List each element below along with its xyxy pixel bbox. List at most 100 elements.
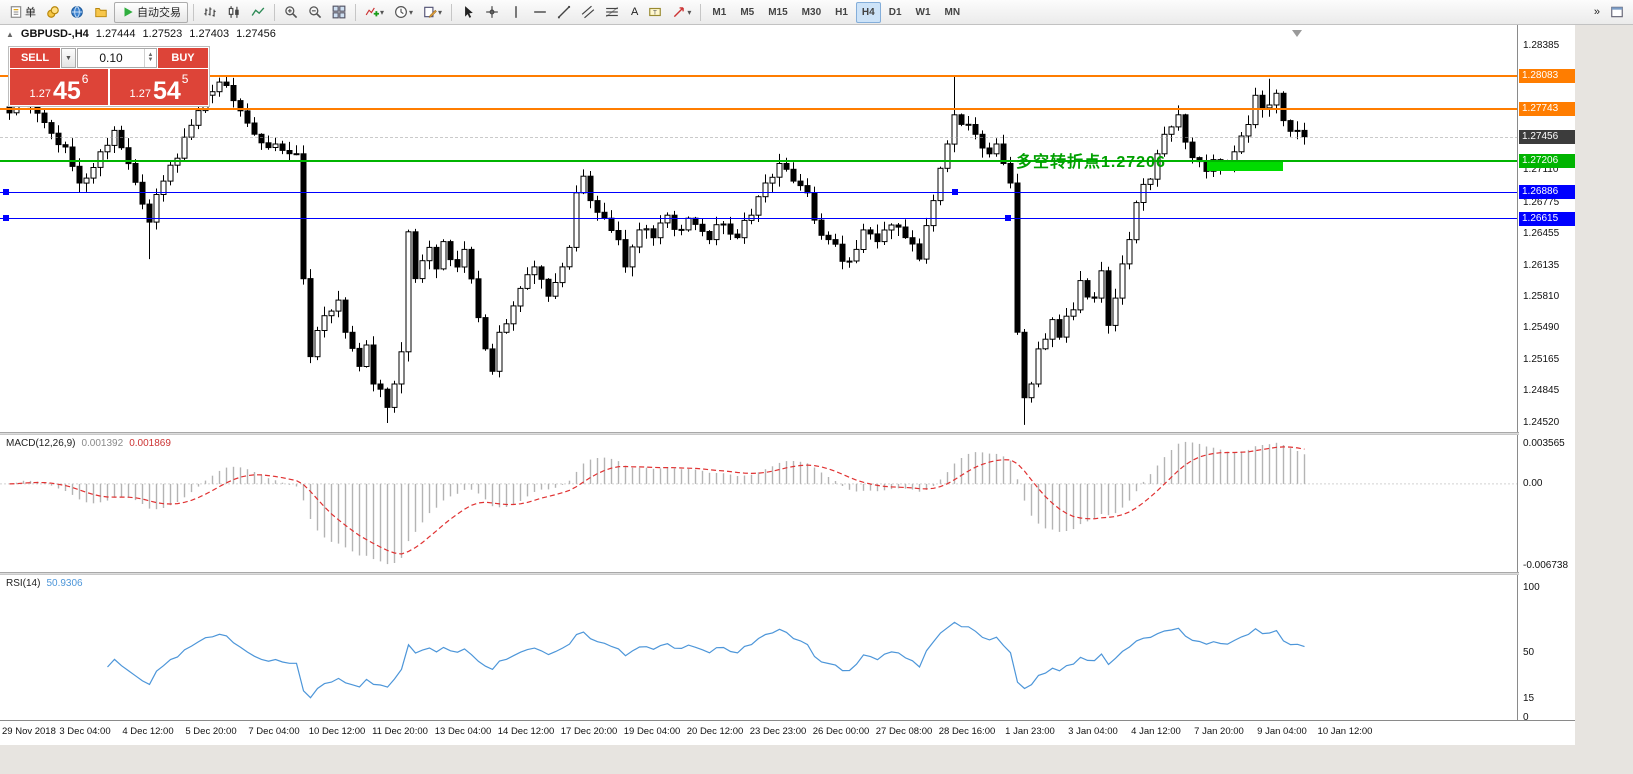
svg-text:T: T: [653, 9, 657, 16]
fibonacci-button[interactable]: [601, 2, 623, 23]
buy-button[interactable]: BUY: [158, 48, 208, 68]
lot-size-input[interactable]: 0.10 ▲ ▼: [77, 48, 157, 68]
templates-icon: [423, 5, 437, 19]
charts-icon-button[interactable]: [42, 2, 64, 23]
zoom-out-icon: [308, 5, 322, 19]
sell-price-pips: 45: [52, 77, 81, 105]
files-icon-icon: [94, 5, 108, 19]
vertical-line-button[interactable]: [505, 2, 527, 23]
macd-header: MACD(12,26,9) 0.001392 0.001869: [6, 438, 171, 449]
toolbar-separator: [451, 3, 453, 21]
buy-price-display[interactable]: 1.27 54 5: [110, 69, 208, 105]
candlestick-chart-icon: [227, 5, 241, 19]
text-button[interactable]: A: [625, 2, 642, 23]
trendline-button[interactable]: [553, 2, 575, 23]
date-axis-label: 4 Dec 12:00: [122, 726, 174, 737]
indicators-button[interactable]: ▾: [361, 2, 388, 23]
arrows-button[interactable]: ▾: [668, 2, 695, 23]
price-axis-label: 1.24520: [1523, 417, 1560, 428]
chevron-down-icon[interactable]: ▾: [438, 7, 443, 17]
hline-object-1-27743[interactable]: [0, 107, 1517, 110]
chart-shift-marker-icon[interactable]: [1292, 30, 1302, 37]
equidistant-channel-button[interactable]: [577, 2, 599, 23]
date-axis[interactable]: 29 Nov 2018 3 Dec 04:00 4 Dec 12:00 5 Dec 2…: [0, 720, 1575, 745]
chart-plot-area[interactable]: 多空转折点1.27206: [0, 25, 1518, 720]
bar-chart-button[interactable]: [199, 2, 221, 23]
cursor-button[interactable]: [457, 2, 479, 23]
price-tag-1-27743[interactable]: 1.27743: [1519, 101, 1575, 116]
timeframe-d1-button[interactable]: D1: [883, 2, 908, 23]
price-tag-1-27456[interactable]: 1.27456: [1519, 129, 1575, 144]
autotrading-button[interactable]: 自动交易: [114, 1, 188, 23]
oneclick-menu-button[interactable]: ▼: [61, 48, 76, 68]
ohlc-open: 1.27444: [95, 28, 136, 40]
timeframe-m1-button[interactable]: M1: [706, 2, 732, 23]
highlight-rectangle-object[interactable]: [1207, 162, 1283, 171]
lot-spinner[interactable]: ▲ ▼: [144, 49, 156, 67]
timeframe-m30-button[interactable]: M30: [796, 2, 827, 23]
price-axis[interactable]: 1.28385 1.27110 1.26775 1.26455 1.26135 1.258…: [1519, 25, 1575, 723]
line-handle[interactable]: [1005, 215, 1011, 222]
timeframe-h4-button[interactable]: H4: [855, 1, 881, 23]
line-chart-button[interactable]: [247, 2, 269, 23]
price-axis-label: 1.26775: [1523, 197, 1560, 208]
new-order-button[interactable]: 单: [5, 2, 40, 23]
timeframe-h1-button[interactable]: H1: [829, 2, 854, 23]
market-icon-button[interactable]: [66, 2, 88, 23]
price-axis-label: 1.24845: [1523, 385, 1560, 397]
text-label-button[interactable]: T: [644, 2, 666, 23]
price-tag-1-26615[interactable]: 1.26615: [1519, 211, 1575, 226]
chevron-down-icon[interactable]: ▾: [687, 7, 692, 17]
autotrading-button-label: 自动交易: [137, 7, 181, 19]
rsi-canvas[interactable]: [0, 575, 1518, 720]
main-chart-canvas[interactable]: [0, 25, 1518, 432]
date-axis-label: 14 Dec 12:00: [497, 726, 555, 737]
zoom-out-button[interactable]: [304, 2, 326, 23]
sell-button[interactable]: SELL: [10, 48, 60, 68]
timeframe-mn-button-label: MN: [944, 6, 961, 18]
tile-windows-button[interactable]: [328, 2, 350, 23]
collapse-arrow-icon[interactable]: ▲: [6, 29, 14, 39]
new-order-button-label: 单: [25, 7, 36, 19]
macd-canvas[interactable]: [0, 435, 1518, 572]
chevron-down-icon: ▼: [65, 54, 72, 62]
chart-window-button[interactable]: [1606, 2, 1628, 23]
horizontal-line-button[interactable]: [529, 2, 551, 23]
line-handle[interactable]: [3, 215, 9, 222]
timeframe-m15-button-label: M15: [768, 6, 788, 18]
price-tag-1-26886[interactable]: 1.26886: [1519, 185, 1575, 200]
timeframe-mn-button[interactable]: MN: [939, 2, 967, 23]
sell-price-display[interactable]: 1.27 45 6: [10, 69, 108, 105]
chevron-down-icon[interactable]: ▾: [409, 7, 414, 17]
hline-object-1-26886[interactable]: [0, 188, 1517, 195]
pane-separator[interactable]: [0, 572, 1575, 575]
chart-symbol-period: GBPUSD-,H4: [20, 28, 89, 40]
spinner-down-icon[interactable]: ▼: [147, 57, 154, 63]
timeframe-w1-button[interactable]: W1: [910, 2, 937, 23]
pane-separator[interactable]: [0, 432, 1575, 435]
periods-button[interactable]: ▾: [390, 2, 417, 23]
toolbar-separator: [700, 3, 702, 21]
zoom-in-button[interactable]: [280, 2, 302, 23]
macd-axis-label: 0.00: [1523, 477, 1543, 489]
line-handle[interactable]: [952, 188, 958, 195]
timeframe-m5-button[interactable]: M5: [734, 2, 760, 23]
timeframe-m15-button[interactable]: M15: [762, 2, 793, 23]
hline-object-1-28083[interactable]: [0, 74, 1517, 77]
line-handle[interactable]: [3, 188, 9, 195]
hline-object-1-26615[interactable]: [0, 215, 1517, 222]
price-axis-label: 1.25810: [1523, 291, 1560, 303]
ohlc-low: 1.27403: [189, 28, 230, 40]
price-tag-1-28083[interactable]: 1.28083: [1519, 68, 1575, 83]
candlestick-chart-button[interactable]: [223, 2, 245, 23]
toolbar-overflow-button[interactable]: »: [1588, 2, 1604, 23]
crosshair-button[interactable]: [481, 2, 503, 23]
spinner-up-icon[interactable]: ▲: [147, 52, 154, 58]
price-tag-1-27206[interactable]: 1.27206: [1519, 154, 1575, 168]
hline-object-1-27206[interactable]: [0, 160, 1517, 162]
timeframe-m1-button-label: M1: [712, 6, 727, 18]
templates-button[interactable]: ▾: [419, 2, 446, 23]
annotation-text[interactable]: 多空转折点1.27206: [1016, 154, 1166, 171]
chevron-down-icon[interactable]: ▾: [380, 7, 385, 17]
files-icon-button[interactable]: [90, 2, 112, 23]
